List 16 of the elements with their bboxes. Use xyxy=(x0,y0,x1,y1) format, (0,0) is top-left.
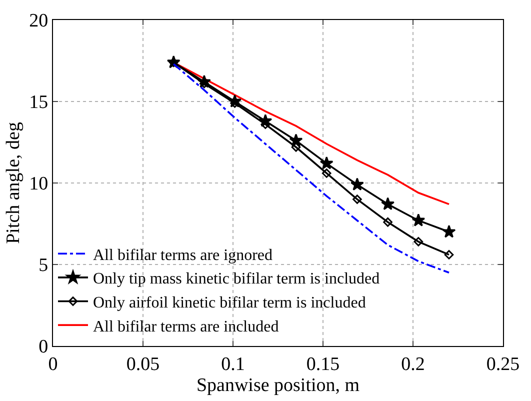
y-tick-label: 20 xyxy=(29,10,48,32)
y-axis-title: Pitch angle, deg xyxy=(2,122,24,244)
x-tick-label: 0.15 xyxy=(306,354,340,375)
y-tick-label: 5 xyxy=(38,255,48,276)
y-tick-label: 15 xyxy=(29,92,48,114)
y-tick-label: 0 xyxy=(38,336,48,358)
legend-label: Only tip mass kinetic bifilar term is included xyxy=(93,270,380,288)
legend-label: All bifilar terms are ignored xyxy=(93,246,272,264)
legend-label: All bifilar terms are included xyxy=(93,318,279,336)
x-tick-label: 0.05 xyxy=(126,354,160,375)
legend-label: Only airfoil kinetic bifilar term is included xyxy=(93,294,366,312)
x-axis-title: Spanwise position, m xyxy=(196,374,360,396)
x-tick-label: 0.25 xyxy=(486,354,520,375)
x-tick-label: 0.1 xyxy=(221,354,245,375)
x-tick-label: 0.2 xyxy=(401,354,425,375)
y-tick-label: 10 xyxy=(29,174,48,195)
